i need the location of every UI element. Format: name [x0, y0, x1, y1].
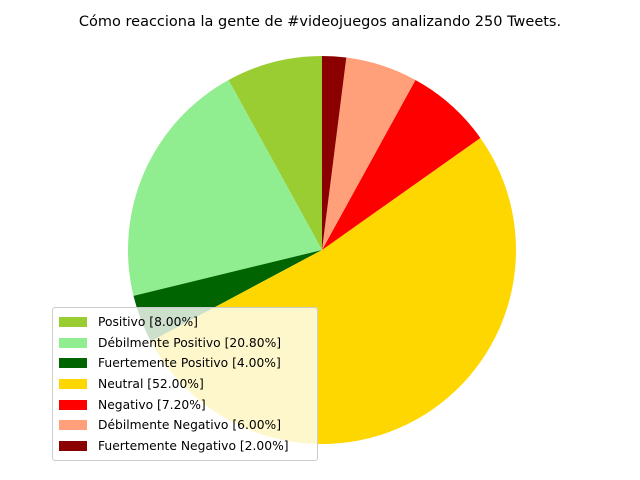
legend-item-3: Neutral [52.00%] — [53, 374, 317, 395]
legend-item-4: Negativo [7.20%] — [53, 394, 317, 415]
pie-slice-6 — [322, 56, 347, 250]
legend-item-5: Débilmente Negativo [6.00%] — [53, 415, 317, 436]
legend-swatch-0 — [59, 317, 87, 328]
pie-slice-5 — [322, 57, 416, 250]
legend-label-1: Débilmente Positivo [20.80%] — [98, 335, 282, 350]
legend-label-4: Negativo [7.20%] — [98, 397, 206, 412]
legend-item-1: Débilmente Positivo [20.80%] — [53, 333, 317, 354]
legend-swatch-3 — [59, 379, 87, 390]
legend-swatch-4 — [59, 399, 87, 410]
chart-title: Cómo reacciona la gente de #videojuegos … — [78, 14, 562, 30]
legend-label-6: Fuertemente Negativo [2.00%] — [98, 438, 289, 453]
legend-item-2: Fuertemente Positivo [4.00%] — [53, 353, 317, 374]
legend-swatch-2 — [59, 358, 87, 369]
legend-label-3: Neutral [52.00%] — [98, 377, 204, 392]
legend-label-0: Positivo [8.00%] — [98, 315, 198, 330]
pie-slice-4 — [322, 80, 481, 250]
legend-label-2: Fuertemente Positivo [4.00%] — [98, 356, 281, 371]
legend-swatch-5 — [59, 420, 87, 431]
pie-slice-1 — [127, 80, 323, 296]
legend-item-6: Fuertemente Negativo [2.00%] — [53, 436, 317, 457]
legend-label-5: Débilmente Negativo [6.00%] — [98, 418, 282, 433]
legend-swatch-6 — [59, 440, 87, 451]
chart-legend: Positivo [8.00%] Débilmente Positivo [20.… — [52, 307, 318, 462]
legend-item-0: Positivo [8.00%] — [53, 312, 317, 333]
legend-swatch-1 — [59, 337, 87, 348]
pie-slice-0 — [228, 56, 322, 250]
